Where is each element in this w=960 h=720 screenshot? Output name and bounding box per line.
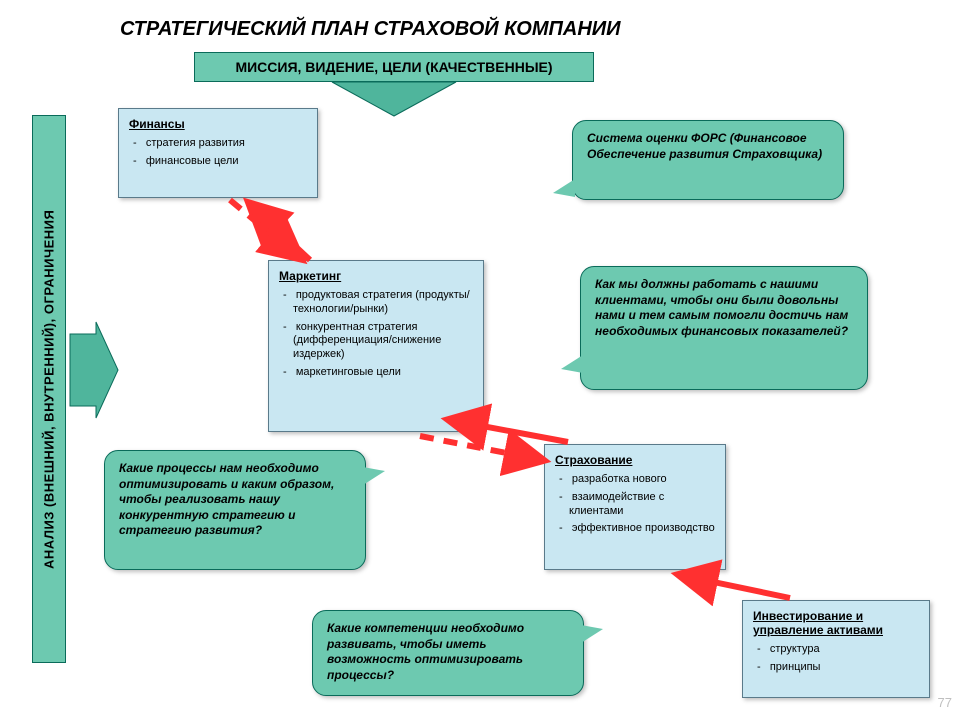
block-invest-item: принципы — [767, 661, 919, 675]
block-finance-title: Финансы — [129, 117, 307, 131]
bubble-processes: Какие процессы нам необходимо оптимизиро… — [104, 450, 366, 570]
block-marketing-title: Маркетинг — [279, 269, 473, 283]
bubble-processes-text: Какие процессы нам необходимо оптимизиро… — [119, 461, 334, 537]
block-insurance-title: Страхование — [555, 453, 715, 467]
bubble-competence-text: Какие компетенции необходимо развивать, … — [327, 621, 524, 682]
block-finance: Финансы стратегия развития финансовые це… — [118, 108, 318, 198]
sidebar-label: АНАЛИЗ (ВНЕШНИЙ, ВНУТРЕННИЙ), ОГРАНИЧЕНИ… — [42, 209, 57, 568]
block-marketing-item: маркетинговые цели — [293, 366, 473, 380]
page-number: 77 — [938, 695, 952, 710]
bubble-tail-icon — [561, 355, 583, 373]
bubble-tail-icon — [363, 467, 385, 485]
block-invest-title: Инвестирование и управление активами — [753, 609, 919, 637]
bubble-tail-icon — [581, 625, 603, 643]
bubble-tail-icon — [553, 179, 575, 197]
bubble-competence: Какие компетенции необходимо развивать, … — [312, 610, 584, 696]
block-finance-item: стратегия развития — [143, 137, 307, 151]
block-marketing-item: конкурентная стратегия (дифференциация/с… — [293, 321, 473, 362]
block-insurance-item: эффективное производство — [569, 522, 715, 536]
block-marketing: Маркетинг продуктовая стратегия (продукт… — [268, 260, 484, 432]
block-invest-item: структура — [767, 643, 919, 657]
block-insurance-item: взаимодействие с клиентами — [569, 491, 715, 519]
block-marketing-item: продуктовая стратегия (продукты/технолог… — [293, 289, 473, 317]
bubble-clients: Как мы должны работать с нашими клиентам… — [580, 266, 868, 390]
bubble-fors-text: Система оценки ФОРС (Финансовое Обеспече… — [587, 131, 822, 161]
sidebar-analysis: АНАЛИЗ (ВНЕШНИЙ, ВНУТРЕННИЙ), ОГРАНИЧЕНИ… — [32, 115, 66, 663]
block-finance-item: финансовые цели — [143, 155, 307, 169]
bubble-clients-text: Как мы должны работать с нашими клиентам… — [595, 277, 848, 338]
block-insurance-item: разработка нового — [569, 473, 715, 487]
block-insurance: Страхование разработка нового взаимодейс… — [544, 444, 726, 570]
header-mission: МИССИЯ, ВИДЕНИЕ, ЦЕЛИ (КАЧЕСТВЕННЫЕ) — [194, 52, 594, 82]
block-invest: Инвестирование и управление активами стр… — [742, 600, 930, 698]
page-title: СТРАТЕГИЧЕСКИЙ ПЛАН СТРАХОВОЙ КОМПАНИИ — [120, 18, 621, 41]
bubble-fors: Система оценки ФОРС (Финансовое Обеспече… — [572, 120, 844, 200]
